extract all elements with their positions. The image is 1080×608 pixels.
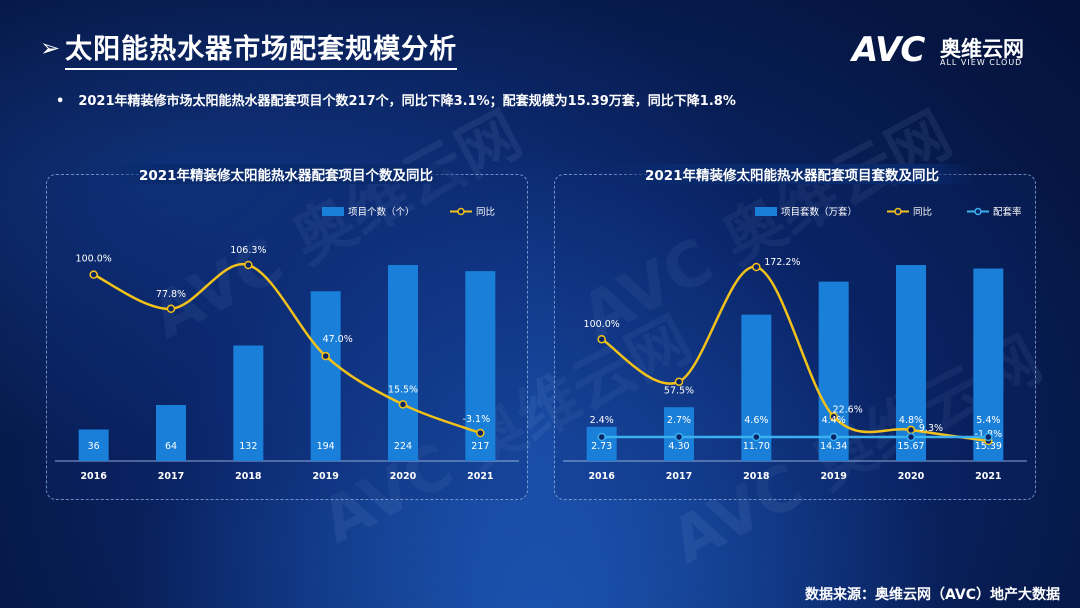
legend-label: 同比 xyxy=(476,206,495,218)
bar xyxy=(233,345,264,461)
legend-label: 配套率 xyxy=(993,206,1022,218)
yoy-line xyxy=(93,262,481,435)
x-tick-label: 2019 xyxy=(312,471,338,482)
legend-label: 同比 xyxy=(913,206,932,218)
bar-value-label: 224 xyxy=(394,441,412,452)
yoy-value-label: -3.1% xyxy=(463,414,491,425)
x-tick-label: 2020 xyxy=(390,471,417,482)
yoy-value-label: 77.8% xyxy=(156,289,186,300)
bar-value-label: 217 xyxy=(471,441,489,452)
yoy-point xyxy=(674,377,684,386)
bar xyxy=(156,405,186,461)
logo-name-cn: 奥维云网 xyxy=(940,37,1024,61)
yoy-point xyxy=(244,260,253,270)
x-tick-label: 2017 xyxy=(666,471,692,482)
rate-point xyxy=(674,432,684,442)
legend-swatch-bar xyxy=(755,207,777,216)
chart-right: 2.73 4.30 11.70 14.34 15.67 15.39 2016 2017 2018… xyxy=(563,206,1027,482)
yoy-point xyxy=(829,412,838,421)
yoy-value-label: 47.0% xyxy=(323,334,353,345)
summary-text: 2021年精装修市场太阳能热水器配套项目个数217个，同比下降3.1%；配套规模… xyxy=(78,94,736,109)
yoy-value-label: 172.2% xyxy=(764,257,800,268)
chart-right-title: 2021年精装修太阳能热水器配套项目套数及同比 xyxy=(610,164,974,184)
bullet-dot: • xyxy=(56,94,65,109)
bar-value-label: 64 xyxy=(165,441,177,452)
yoy-point xyxy=(752,262,761,272)
page-title: ➢ 太阳能热水器市场配套规模分析 xyxy=(40,27,458,70)
rate-value-label: 4.4% xyxy=(822,415,846,426)
yoy-point xyxy=(476,428,485,438)
rate-value-label: 5.4% xyxy=(976,415,1000,426)
yoy-point xyxy=(89,270,98,279)
x-tick-label: 2020 xyxy=(898,471,925,482)
x-tick-label: 2018 xyxy=(743,471,770,482)
bar-value-label: 36 xyxy=(88,441,100,452)
rate-point xyxy=(906,432,916,442)
yoy-value-label: 15.5% xyxy=(388,384,418,395)
legend-swatch-point xyxy=(457,207,465,216)
x-tick-label: 2021 xyxy=(467,471,493,482)
bar xyxy=(78,429,109,461)
x-tick-label: 2021 xyxy=(975,471,1001,482)
x-tick-label: 2019 xyxy=(820,471,846,482)
yoy-point xyxy=(906,425,916,435)
yoy-value-label: 100.0% xyxy=(584,319,620,330)
rate-point xyxy=(597,432,606,442)
yoy-value-label: 22.6% xyxy=(833,405,863,416)
legend-swatch-point xyxy=(894,207,902,216)
rate-value-label: 2.7% xyxy=(667,415,691,426)
page-title-text: 太阳能热水器市场配套规模分析 xyxy=(65,27,458,70)
data-source: 数据来源：奥维云网（AVC）地产大数据 xyxy=(805,587,1060,603)
legend-label: 项目套数（万套） xyxy=(781,206,857,218)
logo-name-en: ALL VIEW CLOUD xyxy=(940,58,1023,67)
bar-value-label: 14.34 xyxy=(820,441,847,452)
yoy-value-label: 9.3% xyxy=(919,423,943,434)
summary-bullet: • 2021年精装修市场太阳能热水器配套项目个数217个，同比下降3.1%；配套规… xyxy=(56,90,736,109)
rate-value-label: 2.4% xyxy=(590,415,614,426)
yoy-point xyxy=(321,351,330,361)
chart-panel-right: 2.73 4.30 11.70 14.34 15.67 15.39 2016 2017 2018… xyxy=(554,174,1036,500)
bar-value-label: 15.39 xyxy=(975,441,1002,452)
bar-value-label: 2.73 xyxy=(591,441,612,452)
x-tick-label: 2018 xyxy=(235,471,262,482)
yoy-value-label: 57.5% xyxy=(664,386,694,397)
rate-point xyxy=(829,432,838,442)
x-tick-label: 2017 xyxy=(158,471,184,482)
bar xyxy=(388,265,418,461)
logo-mark: AVC xyxy=(852,30,925,70)
bar-value-label: 11.70 xyxy=(743,441,770,452)
bar-value-label: 194 xyxy=(317,441,335,452)
bar-value-label: 15.67 xyxy=(897,441,924,452)
yoy-value-label: 100.0% xyxy=(76,254,112,265)
bar-value-label: 132 xyxy=(239,441,257,452)
arrow-icon: ➢ xyxy=(40,34,62,62)
yoy-point xyxy=(398,400,408,409)
rate-value-label: 4.6% xyxy=(744,415,768,426)
chart-left-title: 2021年精装修太阳能热水器配套项目个数及同比 xyxy=(104,164,468,184)
bar xyxy=(818,281,849,461)
yoy-value-label: 106.3% xyxy=(230,245,266,256)
yoy-line xyxy=(600,265,989,443)
x-tick-label: 2016 xyxy=(588,471,615,482)
yoy-point xyxy=(166,304,176,314)
bar xyxy=(973,268,1004,461)
bar xyxy=(586,426,617,461)
chart-panel-left: 36 64 132 194 224 217 2016 2017 2018 2019 2020 2021… xyxy=(46,174,528,500)
logo: AVC 奥维云网 ALL VIEW CLOUD xyxy=(852,30,1042,70)
bar-value-label: 4.30 xyxy=(668,441,689,452)
chart-left: 36 64 132 194 224 217 2016 2017 2018 2019 2020 2021… xyxy=(55,206,519,482)
legend-label: 项目个数（个） xyxy=(348,206,415,218)
x-tick-label: 2016 xyxy=(80,471,107,482)
rate-point xyxy=(984,432,993,442)
legend-swatch-bar xyxy=(322,207,344,216)
rate-point xyxy=(752,432,761,442)
rate-value-label: 4.8% xyxy=(899,415,923,426)
legend-swatch-point xyxy=(974,207,982,216)
yoy-point xyxy=(597,334,606,344)
bar xyxy=(310,291,341,461)
